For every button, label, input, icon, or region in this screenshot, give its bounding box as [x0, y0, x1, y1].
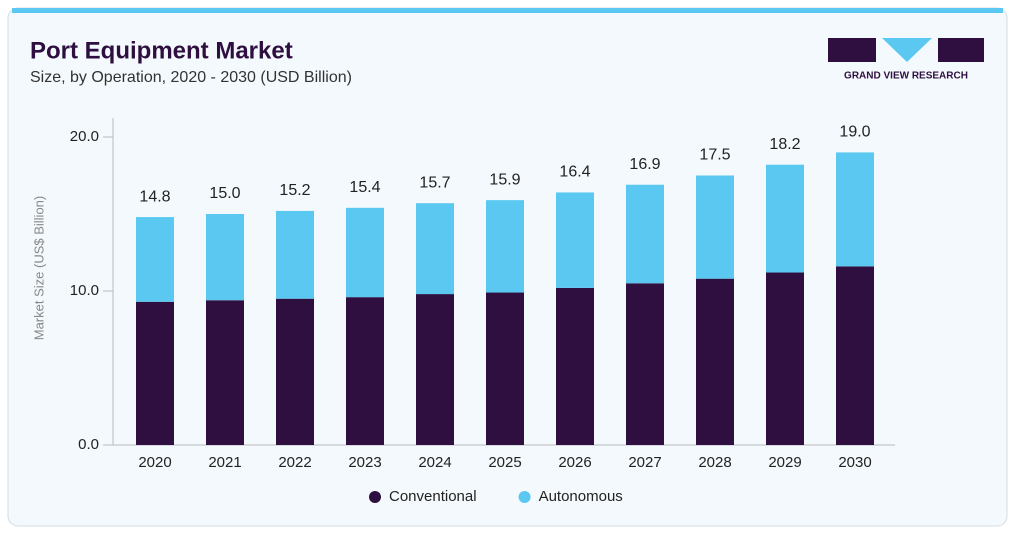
bar-segment [626, 184, 664, 284]
bar-segment [346, 297, 384, 445]
x-tick-label: 2029 [768, 454, 801, 471]
bar-segment [206, 300, 244, 445]
bar-segment [766, 164, 804, 273]
bar-segment [276, 298, 314, 445]
legend-label: Conventional [389, 488, 477, 505]
total-label: 15.0 [209, 185, 240, 202]
bar-segment [346, 207, 384, 298]
total-label: 15.7 [419, 174, 450, 191]
logo-block [882, 38, 932, 62]
total-label: 15.2 [279, 182, 310, 199]
bar-segment [486, 200, 524, 293]
bar-segment [556, 192, 594, 288]
legend-swatch [518, 491, 531, 503]
total-label: 15.4 [349, 179, 380, 196]
bar-segment [136, 217, 174, 302]
total-label: 16.9 [629, 156, 660, 173]
bar-segment [696, 175, 734, 279]
x-tick-label: 2021 [208, 454, 241, 471]
legend-swatch [369, 491, 381, 503]
x-tick-label: 2028 [698, 454, 731, 471]
bar-segment [836, 152, 874, 267]
bar-segment [766, 272, 804, 445]
x-tick-label: 2026 [558, 454, 591, 471]
chart-subtitle: Size, by Operation, 2020 - 2030 (USD Bil… [30, 69, 352, 86]
bar-segment [416, 294, 454, 445]
y-tick-label: 20.0 [70, 128, 99, 145]
x-tick-label: 2025 [488, 454, 521, 471]
total-label: 16.4 [559, 164, 590, 181]
bar-segment [626, 283, 664, 445]
x-tick-label: 2022 [278, 454, 311, 471]
x-tick-label: 2030 [838, 454, 871, 471]
bar-segment [836, 266, 874, 445]
total-label: 15.9 [489, 171, 520, 188]
logo: GRAND VIEW RESEARCH [828, 38, 984, 82]
bar-segment [276, 210, 314, 299]
x-tick-label: 2027 [628, 454, 661, 471]
logo-block [938, 38, 984, 62]
y-tick-label: 10.0 [70, 282, 99, 299]
total-label: 19.0 [839, 124, 870, 141]
bar-segment [556, 287, 594, 445]
logo-text: GRAND VIEW RESEARCH [844, 71, 968, 82]
chart-title: Port Equipment Market [30, 37, 293, 64]
x-tick-label: 2024 [418, 454, 451, 471]
bar-segment [696, 278, 734, 445]
y-tick-label: 0.0 [78, 436, 99, 453]
bar-segment [486, 292, 524, 445]
top-strip [12, 8, 1003, 13]
x-tick-label: 2023 [348, 454, 381, 471]
x-tick-label: 2020 [138, 454, 171, 471]
bar-segment [206, 214, 244, 301]
total-label: 17.5 [699, 147, 730, 164]
total-label: 14.8 [139, 188, 170, 205]
legend-label: Autonomous [539, 488, 623, 505]
logo-block [828, 38, 876, 62]
bar-segment [416, 203, 454, 295]
y-axis-label: Market Size (US$ Billion) [31, 196, 46, 341]
total-label: 18.2 [769, 136, 800, 153]
bar-segment [136, 301, 174, 445]
